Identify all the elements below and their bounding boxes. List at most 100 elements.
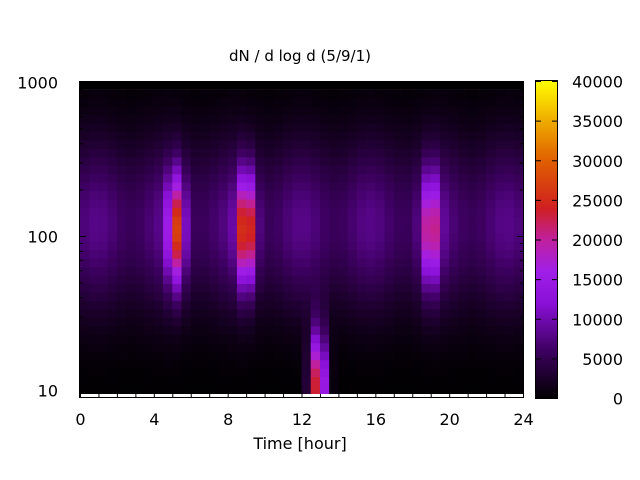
heatmap-cell <box>449 182 459 192</box>
heatmap-cell <box>199 182 210 192</box>
heatmap-cell <box>227 342 238 352</box>
heatmap-cell <box>116 131 127 141</box>
heatmap-cell <box>172 275 183 285</box>
heatmap-cell <box>495 376 506 386</box>
heatmap-cell <box>292 283 303 293</box>
heatmap-cell <box>236 131 247 141</box>
heatmap-cell <box>163 300 173 310</box>
heatmap-cell <box>153 215 164 225</box>
heatmap-cell <box>107 148 118 158</box>
heatmap-cell <box>227 105 238 115</box>
heatmap-cell <box>190 105 201 115</box>
heatmap-cell <box>227 148 238 158</box>
heatmap-cell <box>163 334 173 344</box>
heatmap-cell <box>495 308 506 318</box>
heatmap-cell <box>356 131 367 141</box>
heatmap-cell <box>403 376 413 386</box>
heatmap-cell <box>199 300 210 310</box>
heatmap-cell <box>375 308 386 318</box>
heatmap-cell <box>255 190 266 200</box>
heatmap-cell <box>467 122 478 132</box>
heatmap-cell <box>338 283 349 293</box>
heatmap-cell <box>246 224 256 234</box>
heatmap-cell <box>430 173 441 183</box>
heatmap-cell <box>301 139 312 149</box>
heatmap-cell <box>107 359 118 369</box>
heatmap-cell <box>107 325 118 335</box>
heatmap-cell <box>116 139 127 149</box>
heatmap-cell <box>292 359 303 369</box>
heatmap-cell <box>255 368 266 378</box>
heatmap-cell <box>153 266 164 276</box>
heatmap-cell <box>403 198 413 208</box>
heatmap-cell <box>356 317 367 327</box>
heatmap-cell <box>264 317 275 327</box>
heatmap-cell <box>273 224 284 234</box>
heatmap-cell <box>98 198 109 208</box>
heatmap-cell <box>513 376 524 386</box>
heatmap-cell <box>153 122 164 132</box>
heatmap-cell <box>116 325 127 335</box>
heatmap-cell <box>347 97 358 107</box>
heatmap-cell <box>209 165 220 175</box>
heatmap-cell <box>449 300 459 310</box>
heatmap-cell <box>246 266 256 276</box>
heatmap-cell <box>356 165 367 175</box>
heatmap-cell <box>403 351 413 361</box>
heatmap-cell <box>107 241 118 251</box>
heatmap-cell <box>384 89 395 99</box>
heatmap-cell <box>476 351 487 361</box>
heatmap-cell <box>107 275 118 285</box>
heatmap-cell <box>116 308 127 318</box>
heatmap-cell <box>246 283 256 293</box>
heatmap-cell <box>430 241 441 251</box>
heatmap-cell <box>89 241 100 251</box>
heatmap-cell <box>513 215 524 225</box>
heatmap-cell <box>310 368 321 378</box>
heatmap-cell <box>421 114 432 124</box>
heatmap-cell <box>199 342 210 352</box>
heatmap-cell <box>375 105 386 115</box>
heatmap-cell <box>384 207 395 217</box>
heatmap-cell <box>421 376 432 386</box>
heatmap-cell <box>449 97 459 107</box>
heatmap-cell <box>301 207 312 217</box>
heatmap-cell <box>375 384 386 394</box>
heatmap-cell <box>135 384 146 394</box>
heatmap-cell <box>80 359 90 369</box>
heatmap-cell <box>163 384 173 394</box>
heatmap-cell <box>439 156 450 166</box>
heatmap-cell <box>403 258 413 268</box>
heatmap-cell <box>163 317 173 327</box>
heatmap-cell <box>135 368 146 378</box>
heatmap-cell <box>449 131 459 141</box>
heatmap-cell <box>190 317 201 327</box>
heatmap-cell <box>209 190 220 200</box>
heatmap-cell <box>190 232 201 242</box>
heatmap-cell <box>356 368 367 378</box>
heatmap-cell <box>375 224 386 234</box>
heatmap-cell <box>236 300 247 310</box>
chart-title: dN / d log d (5/9/1) <box>229 47 371 65</box>
heatmap-cell <box>449 258 459 268</box>
heatmap-cell <box>458 368 469 378</box>
heatmap-cell <box>209 131 220 141</box>
heatmap-cell <box>116 359 127 369</box>
heatmap-cell <box>144 139 155 149</box>
heatmap-cell <box>273 182 284 192</box>
heatmap-cell <box>292 368 303 378</box>
x-tick-label: 8 <box>223 410 233 429</box>
heatmap-cell <box>319 241 330 251</box>
x-tick-label: 0 <box>75 410 85 429</box>
heatmap-cell <box>273 249 284 259</box>
heatmap-cell <box>227 266 238 276</box>
heatmap-cell <box>80 249 90 259</box>
heatmap-cell <box>393 139 404 149</box>
heatmap-cell <box>236 258 247 268</box>
heatmap-cell <box>236 156 247 166</box>
heatmap-cell <box>375 122 386 132</box>
heatmap-cell <box>467 131 478 141</box>
heatmap-cell <box>403 97 413 107</box>
heatmap-cell <box>107 182 118 192</box>
heatmap-cell <box>227 114 238 124</box>
